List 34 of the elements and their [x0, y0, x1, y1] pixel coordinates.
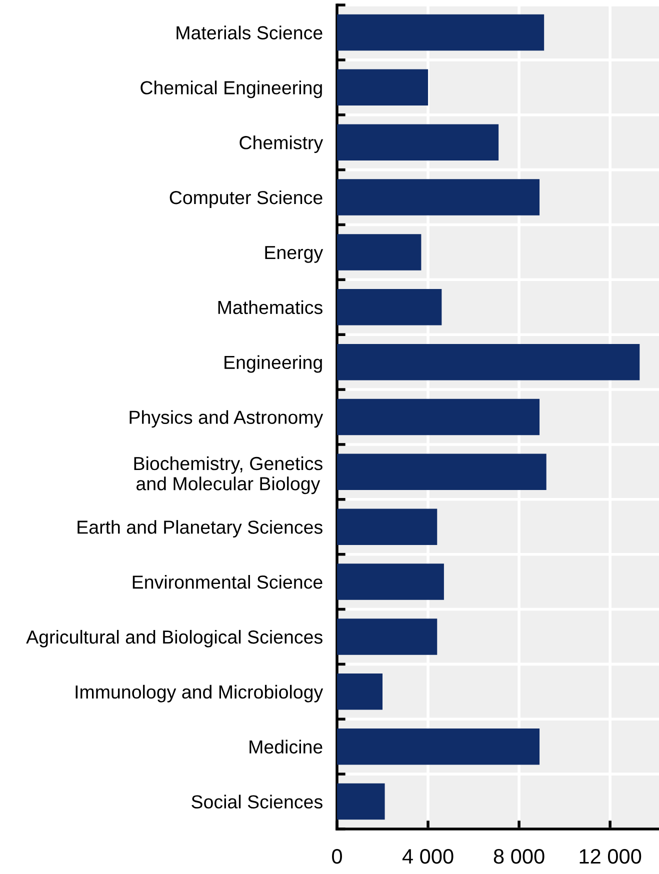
y-tick-label: Medicine — [250, 740, 322, 754]
y-tick-label: Immunology and Microbiology — [76, 684, 324, 702]
bar — [337, 783, 385, 820]
y-tick-label: Agricultural and Biological Sciences — [26, 630, 322, 648]
y-tick-label: Earth and Planetary Sciences — [78, 520, 322, 538]
x-tick-label: 8 000 — [494, 848, 544, 864]
bar — [337, 508, 438, 545]
y-tick-label: Computer Science — [170, 190, 322, 208]
bar — [337, 398, 540, 436]
bar — [337, 674, 383, 710]
y-tick-label: Materials Science — [176, 26, 322, 40]
y-tick-label: Physics and Astronomy — [130, 410, 324, 428]
y-tick-label: Environmental Science — [132, 575, 322, 589]
bar — [337, 454, 546, 490]
x-tick-label: 12 000 — [580, 848, 642, 864]
bar — [337, 344, 640, 380]
bar — [337, 124, 499, 160]
bar — [337, 618, 438, 655]
bar — [337, 179, 540, 216]
bar — [337, 14, 544, 51]
bar — [337, 234, 422, 270]
bar — [337, 289, 442, 326]
x-tick-label: 4 000 — [402, 848, 454, 864]
y-tick-label: Energy — [265, 246, 324, 263]
y-tick-label: Social Sciences — [192, 794, 322, 809]
x-tick-label: 0 — [332, 848, 342, 864]
y-tick-label: Chemistry — [240, 136, 324, 154]
bar — [337, 69, 428, 106]
y-tick-label: Chemical Engineering — [140, 80, 322, 98]
bar — [337, 564, 444, 600]
bar — [337, 728, 540, 765]
y-tick-label: Engineering — [224, 355, 322, 373]
y-tick-label: Mathematics — [218, 300, 322, 314]
y-tick-label: Biochemistry, Genetics and Molecular Biology — [134, 456, 322, 494]
